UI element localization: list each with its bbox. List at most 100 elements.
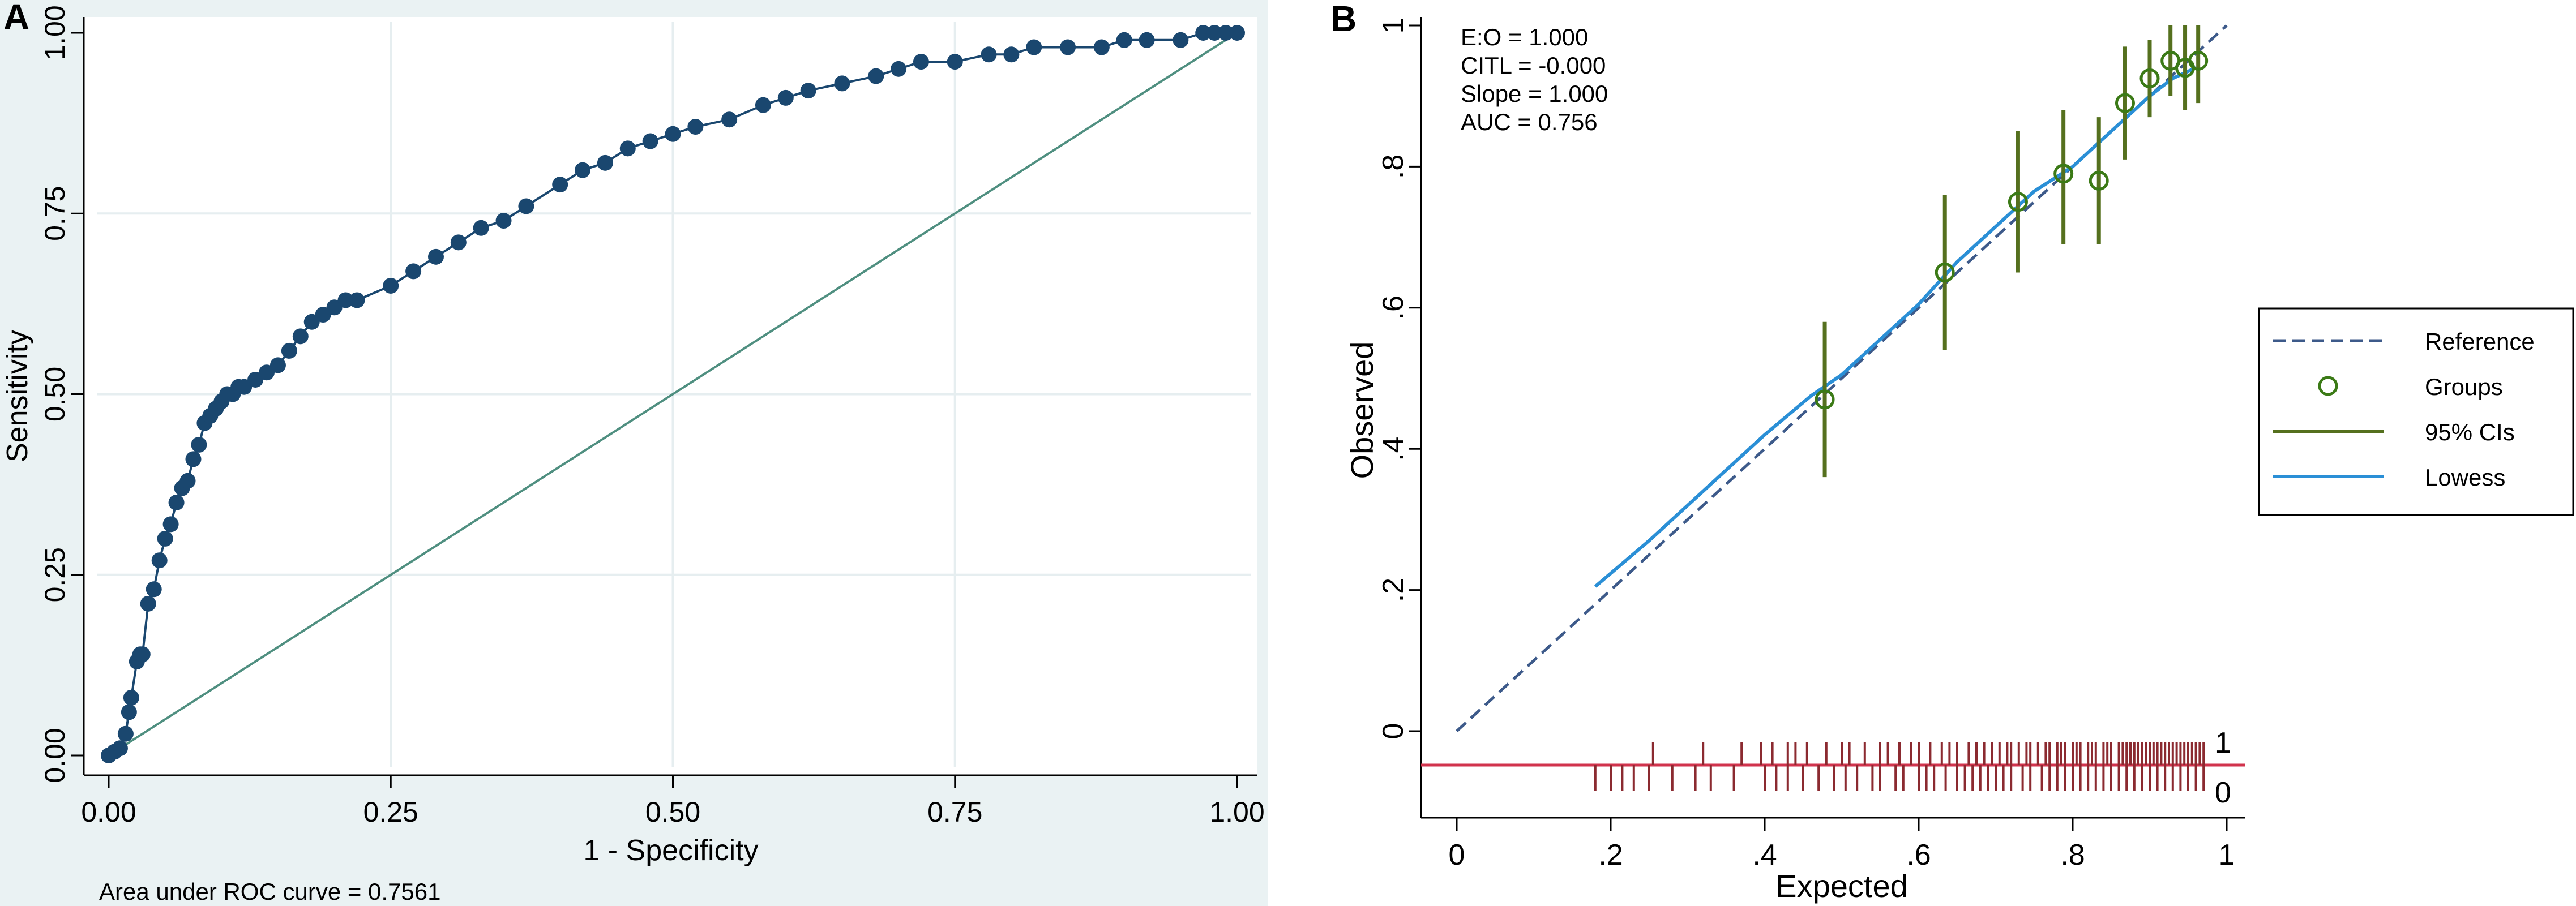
- roc-point: [1093, 39, 1110, 55]
- roc-point: [1139, 32, 1155, 48]
- roc-point: [269, 357, 286, 373]
- roc-x-tick-label: 0.75: [927, 796, 982, 828]
- roc-point: [642, 133, 658, 149]
- roc-point: [349, 292, 365, 308]
- roc-y-ticks: 0.00 0.25 0.50 0.75 1.00: [39, 5, 84, 783]
- roc-point: [913, 54, 929, 70]
- roc-point: [303, 314, 320, 330]
- panel-a: 0.00 0.25 0.50 0.75 1.00 0.00 0.25 0.50 0.75 1.0…: [0, 0, 1268, 906]
- roc-point: [179, 473, 196, 489]
- rug-label-events: 1: [2215, 727, 2231, 759]
- group-point: [2089, 170, 2109, 191]
- roc-point: [575, 162, 591, 178]
- calibration-y-tick-label: .8: [1377, 154, 1410, 179]
- roc-point: [1229, 25, 1245, 41]
- roc-point: [473, 220, 489, 236]
- calibration-y-tick-label: .4: [1377, 437, 1410, 461]
- roc-point: [1218, 25, 1234, 41]
- roc-point: [800, 83, 816, 99]
- roc-point: [1195, 25, 1212, 41]
- stat-slope: Slope = 1.000: [1461, 80, 1608, 107]
- roc-point: [123, 689, 139, 706]
- roc-point: [868, 68, 884, 84]
- roc-point: [162, 516, 179, 533]
- roc-y-tick-label: 1.00: [39, 5, 71, 60]
- roc-point: [891, 61, 907, 77]
- roc-y-tick-label: 0.00: [39, 728, 71, 783]
- stat-auc: AUC = 0.756: [1461, 109, 1598, 135]
- group-point: [1935, 262, 1955, 282]
- calibration-x-axis-label: Expected: [1775, 868, 1908, 904]
- roc-y-tick-label: 0.75: [39, 186, 71, 241]
- roc-point: [755, 97, 771, 113]
- stat-citl: CITL = -0.000: [1461, 52, 1606, 79]
- roc-point: [981, 46, 997, 63]
- roc-point: [1060, 39, 1076, 55]
- roc-point: [121, 704, 137, 720]
- panel-b: B 0 .2 .4 .6 .8 1 0 .2 .4 .6 .8 1 1 0 E:O = 1.000 …: [1330, 0, 2574, 904]
- roc-gridlines: [97, 22, 1251, 767]
- calibration-y-ticks: 0 .2 .4 .6 .8 1: [1377, 18, 1421, 740]
- roc-point: [619, 140, 636, 157]
- group-point: [2115, 93, 2135, 113]
- roc-point: [191, 436, 207, 453]
- roc-point: [552, 177, 568, 193]
- roc-x-axis-label: 1 - Specificity: [583, 834, 758, 867]
- roc-x-tick-label: 0.50: [645, 796, 700, 828]
- calibration-y-tick-label: 0: [1377, 723, 1410, 740]
- legend-key-groups: [2318, 376, 2338, 396]
- roc-point: [1173, 32, 1189, 48]
- roc-point: [112, 740, 128, 757]
- roc-x-tick-label: 1.00: [1209, 796, 1264, 828]
- roc-point: [134, 646, 151, 663]
- roc-point: [518, 198, 534, 214]
- group-point: [2139, 68, 2160, 89]
- roc-point: [383, 277, 399, 294]
- stat-eo: E:O = 1.000: [1461, 24, 1588, 50]
- roc-point: [185, 451, 202, 467]
- roc-point: [326, 299, 343, 316]
- roc-point: [405, 263, 422, 280]
- roc-x-tick-label: 0.00: [81, 796, 136, 828]
- calibration-y-tick-label: .2: [1377, 578, 1410, 602]
- calibration-confidence-intervals: [1822, 25, 2201, 478]
- legend-box: [2258, 307, 2574, 516]
- roc-point: [236, 379, 253, 395]
- calibration-group-points: [1815, 50, 2209, 410]
- roc-point: [315, 307, 331, 323]
- legend-label-groups: Groups: [2425, 373, 2503, 400]
- roc-curve-markers: [101, 25, 1245, 763]
- legend-label-lowess: Lowess: [2425, 464, 2505, 491]
- roc-point: [1206, 25, 1223, 41]
- roc-point: [947, 54, 963, 70]
- roc-point: [247, 371, 264, 388]
- roc-point: [140, 595, 156, 612]
- calibration-x-tick-label: 0: [1449, 839, 1465, 871]
- roc-point: [450, 234, 467, 251]
- roc-point: [1003, 46, 1020, 63]
- roc-point: [292, 328, 309, 345]
- roc-y-tick-label: 0.50: [39, 367, 71, 422]
- roc-point: [1026, 39, 1042, 55]
- calibration-statistics: E:O = 1.000 CITL = -0.000 Slope = 1.000 …: [1461, 24, 1608, 135]
- calibration-x-ticks: 0 .2 .4 .6 .8 1: [1449, 818, 2235, 871]
- roc-x-tick-label: 0.25: [363, 796, 418, 828]
- roc-point: [427, 248, 444, 265]
- roc-point: [337, 292, 354, 308]
- roc-point: [687, 119, 704, 135]
- roc-x-ticks: 0.00 0.25 0.50 0.75 1.00: [81, 775, 1265, 828]
- calibration-y-axis-label: Observed: [1344, 342, 1380, 479]
- legend-label-ci: 95% CIs: [2425, 419, 2515, 445]
- roc-point: [597, 154, 613, 171]
- calibration-x-tick-label: .4: [1752, 839, 1777, 871]
- roc-point: [495, 213, 512, 229]
- roc-y-axis-label: Sensitivity: [1, 330, 34, 462]
- roc-point: [117, 725, 134, 742]
- rug-non-events: [1594, 765, 2205, 791]
- group-point: [2053, 164, 2074, 184]
- calibration-y-tick-label: 1: [1377, 18, 1410, 34]
- calibration-x-tick-label: .8: [2060, 839, 2085, 871]
- calibration-y-tick-label: .6: [1377, 295, 1410, 320]
- rug-events: [1651, 742, 2205, 765]
